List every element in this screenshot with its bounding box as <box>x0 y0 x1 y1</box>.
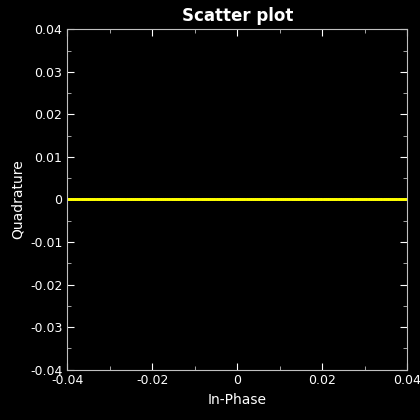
Channel 1 <box>249 197 254 202</box>
Title: Scatter plot: Scatter plot <box>181 7 293 25</box>
X-axis label: In-Phase: In-Phase <box>208 393 267 407</box>
Channel 1 <box>344 197 349 202</box>
Line: Channel 1: Channel 1 <box>66 199 408 200</box>
Channel 1 <box>405 197 410 202</box>
Channel 1 <box>65 197 70 202</box>
Y-axis label: Quadrature: Quadrature <box>10 160 24 239</box>
Channel 1 <box>228 197 234 202</box>
Channel 1 <box>226 197 231 202</box>
Channel 1 <box>267 197 272 202</box>
Channel 1 <box>397 197 402 202</box>
